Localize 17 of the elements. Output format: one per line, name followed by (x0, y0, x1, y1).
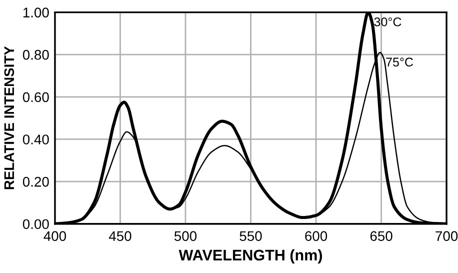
y-axis-title: RELATIVE INTENSITY (4, 46, 14, 190)
y-tick-label: 1.00 (23, 8, 49, 18)
y-tick-label: 0.40 (22, 134, 49, 144)
y-tick-label: 0.80 (22, 50, 49, 60)
y-tick-label: 0.20 (22, 176, 49, 187)
x-tick-label: 700 (436, 231, 458, 242)
x-tick-label: 500 (174, 231, 197, 242)
y-tick-label: 0.60 (22, 92, 49, 102)
x-tick-label: 650 (370, 231, 392, 242)
x-tick-label: 550 (240, 231, 262, 242)
x-tick-label: 450 (108, 231, 132, 242)
x-axis-title: WAVELENGTH (nm) (178, 249, 322, 264)
series-label: 75°C (386, 58, 413, 66)
x-tick-label: 600 (305, 231, 328, 242)
y-tick-label: 0.00 (22, 219, 49, 230)
x-tick-label: 400 (44, 231, 66, 242)
series-label: 30°C (374, 17, 402, 26)
